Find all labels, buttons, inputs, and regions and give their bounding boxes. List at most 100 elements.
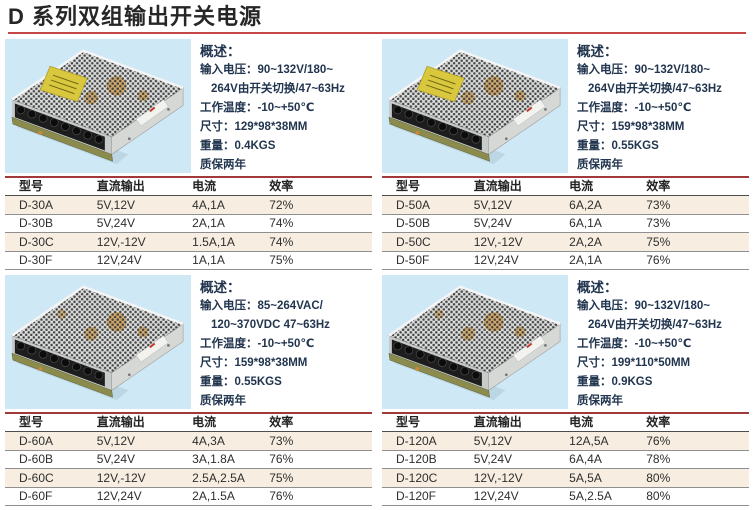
overview-panel: 概述： 输入电压：90~132V/180~ 264V由开关切换/47~63Hz …	[577, 39, 749, 175]
efficiency-cell: 72%	[269, 195, 372, 215]
model-cell: D-60A	[5, 431, 97, 451]
warranty-note: 质保两年	[200, 395, 246, 407]
product-photo	[5, 39, 191, 173]
overview-line: 输入电压：85~264VAC/	[200, 300, 323, 312]
table-header-row: 型号 直流输出 电流 效率	[382, 413, 749, 432]
col-header-output: 直流输出	[473, 413, 570, 432]
output-cell: 5V,12V	[96, 195, 193, 215]
product-intro: 概述： 输入电压：90~132V/180~ 264V由开关切换/47~63Hz …	[382, 275, 749, 411]
table-row: D-60A 5V,12V 4A,3A 73%	[5, 431, 372, 451]
model-cell: D-30C	[5, 232, 97, 252]
current-cell: 4A,1A	[192, 195, 270, 215]
col-header-current: 电流	[192, 413, 270, 432]
power-supply-illustration	[10, 285, 185, 402]
overview-panel: 概述： 输入电压：90~132V/180~ 264V由开关切换/47~63Hz …	[577, 275, 749, 411]
table-row: D-50B 5V,24V 6A,1A 73%	[382, 214, 749, 233]
table-row: D-60F 12V,24V 2A,1.5A 76%	[5, 487, 372, 506]
output-cell: 12V,24V	[96, 251, 193, 270]
overview-line: 重量：0.9KGS	[577, 376, 653, 388]
overview-heading: 概述：	[577, 44, 618, 59]
col-header-efficiency: 效率	[269, 413, 372, 432]
page-header: D 系列双组输出开关电源	[0, 0, 754, 34]
efficiency-cell: 76%	[269, 450, 372, 469]
current-cell: 5A,5A	[569, 468, 647, 488]
current-cell: 2A,2A	[569, 232, 647, 252]
warranty-note: 质保两年	[577, 159, 623, 171]
current-cell: 4A,3A	[192, 431, 270, 451]
col-header-current: 电流	[569, 177, 647, 196]
overview-line: 尺寸：159*98*38MM	[200, 357, 308, 369]
efficiency-cell: 76%	[269, 487, 372, 506]
model-cell: D-50C	[382, 232, 474, 252]
table-row: D-30A 5V,12V 4A,1A 72%	[5, 195, 372, 215]
power-supply-illustration	[10, 49, 185, 166]
title-divider	[8, 32, 746, 34]
output-cell: 12V,-12V	[96, 232, 193, 252]
spec-table-d120: 型号 直流输出 电流 效率 D-120A 5V,12V 12A,5A 76% D…	[382, 412, 749, 506]
overview-line: 重量：0.4KGS	[200, 140, 276, 152]
output-cell: 12V,-12V	[473, 232, 570, 252]
product-intro: 概述： 输入电压：90~132V/180~ 264V由开关切换/47~63Hz …	[382, 39, 749, 175]
product-section-d60: 概述： 输入电压：85~264VAC/ 120~370VDC 47~63Hz 工…	[0, 270, 377, 506]
model-cell: D-60B	[5, 450, 97, 469]
table-row: D-30C 12V,-12V 1.5A,1A 74%	[5, 232, 372, 252]
spec-table-d30: 型号 直流输出 电流 效率 D-30A 5V,12V 4A,1A 72% D-3…	[5, 176, 372, 270]
overview-panel: 概述： 输入电压：85~264VAC/ 120~370VDC 47~63Hz 工…	[200, 275, 372, 411]
efficiency-cell: 80%	[646, 468, 749, 488]
col-header-efficiency: 效率	[269, 177, 372, 196]
col-header-current: 电流	[569, 413, 647, 432]
output-cell: 5V,24V	[473, 214, 570, 233]
model-cell: D-120C	[382, 468, 474, 488]
overview-heading: 概述：	[200, 280, 241, 295]
output-cell: 5V,24V	[96, 214, 193, 233]
output-cell: 5V,12V	[473, 431, 570, 451]
table-row: D-60C 12V,-12V 2.5A,2.5A 75%	[5, 468, 372, 488]
efficiency-cell: 74%	[269, 214, 372, 233]
product-photo	[382, 39, 568, 173]
table-header-row: 型号 直流输出 电流 效率	[5, 413, 372, 432]
table-header-row: 型号 直流输出 电流 效率	[382, 177, 749, 196]
model-cell: D-60F	[5, 487, 97, 506]
product-section-d30: 概述： 输入电压：90~132V/180~ 264V由开关切换/47~63Hz …	[0, 34, 377, 270]
efficiency-cell: 78%	[646, 450, 749, 469]
col-header-model: 型号	[382, 413, 474, 432]
table-row: D-30F 12V,24V 1A,1A 75%	[5, 251, 372, 270]
current-cell: 2.5A,2.5A	[192, 468, 270, 488]
current-cell: 6A,2A	[569, 195, 647, 215]
col-header-model: 型号	[5, 413, 97, 432]
model-cell: D-120F	[382, 487, 474, 506]
current-cell: 6A,1A	[569, 214, 647, 233]
output-cell: 12V,24V	[473, 251, 570, 270]
output-cell: 12V,-12V	[473, 468, 570, 488]
overview-line: 尺寸：199*110*50MM	[577, 357, 691, 369]
efficiency-cell: 75%	[646, 232, 749, 252]
efficiency-cell: 76%	[646, 251, 749, 270]
model-cell: D-30B	[5, 214, 97, 233]
output-cell: 12V,24V	[473, 487, 570, 506]
model-cell: D-60C	[5, 468, 97, 488]
overview-line: 输入电压：90~132V/180~	[577, 300, 710, 312]
overview-line: 工作温度：-10~+50℃	[200, 102, 315, 114]
current-cell: 1A,1A	[192, 251, 270, 270]
overview-line: 工作温度：-10~+50℃	[577, 338, 692, 350]
overview-line: 尺寸：129*98*38MM	[200, 121, 308, 133]
table-row: D-120F 12V,24V 5A,2.5A 80%	[382, 487, 749, 506]
warranty-note: 质保两年	[577, 395, 623, 407]
spec-table-d60: 型号 直流输出 电流 效率 D-60A 5V,12V 4A,3A 73% D-6…	[5, 412, 372, 506]
overview-line: 尺寸：159*98*38MM	[577, 121, 685, 133]
overview-line: 输入电压：90~132V/180~	[577, 64, 710, 76]
efficiency-cell: 75%	[269, 251, 372, 270]
model-cell: D-120B	[382, 450, 474, 469]
output-cell: 5V,24V	[96, 450, 193, 469]
product-section-d50: 概述： 输入电压：90~132V/180~ 264V由开关切换/47~63Hz …	[377, 34, 754, 270]
col-header-model: 型号	[5, 177, 97, 196]
col-header-efficiency: 效率	[646, 413, 749, 432]
current-cell: 2A,1A	[192, 214, 270, 233]
model-cell: D-50B	[382, 214, 474, 233]
table-row: D-30B 5V,24V 2A,1A 74%	[5, 214, 372, 233]
overview-line: 输入电压：90~132V/180~	[200, 64, 333, 76]
current-cell: 6A,4A	[569, 450, 647, 469]
efficiency-cell: 73%	[269, 431, 372, 451]
current-cell: 2A,1A	[569, 251, 647, 270]
